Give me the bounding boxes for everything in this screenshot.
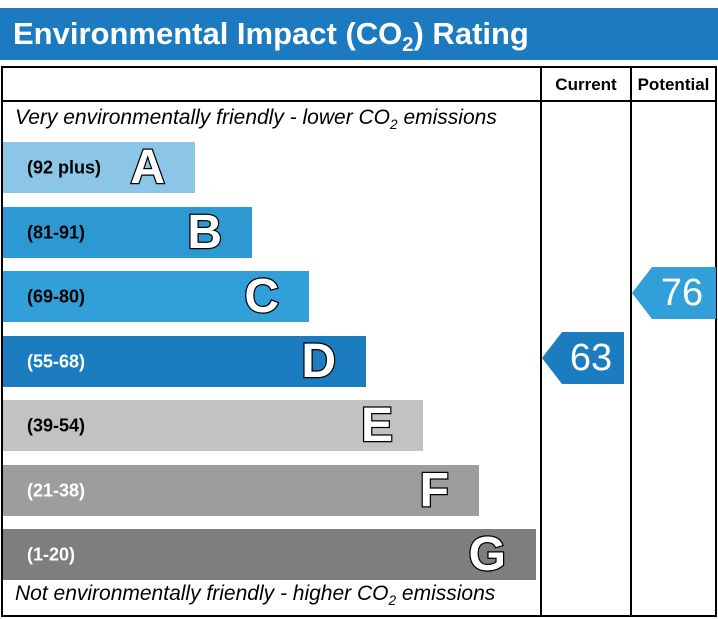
column-divider-current (540, 68, 542, 615)
rating-table: Current Potential Very environmentally f… (1, 66, 717, 617)
band-c-range-label: (69-80) (27, 286, 86, 306)
potential-rating-value: 76 (660, 271, 704, 314)
band-e-range-label: (39-54) (27, 415, 86, 435)
caption-bottom-prefix: Not environmentally friendly - higher CO (15, 582, 389, 605)
band-row-a: (92 plus) A (3, 142, 195, 193)
band-c-letter: C (243, 269, 280, 323)
current-rating-value: 63 (569, 336, 613, 379)
caption-bottom-subscript: 2 (388, 593, 397, 609)
band-a-letter: A (129, 140, 166, 194)
table-header-row: Current Potential (3, 68, 715, 102)
caption-top: Very environmentally friendly - lower CO… (15, 106, 497, 132)
caption-bottom-suffix: emissions (396, 582, 496, 605)
page-title-suffix: ) Rating (413, 16, 529, 51)
band-row-b: (81-91) B (3, 207, 252, 258)
page-title: Environmental Impact (CO2) Rating (0, 8, 718, 71)
band-a-range-label: (92 plus) (27, 157, 102, 177)
current-rating-arrow: 63 (542, 332, 624, 384)
band-f-range-label: (21-38) (27, 480, 86, 500)
potential-rating-arrow: 76 (632, 267, 716, 319)
band-d-range-label: (55-68) (27, 351, 86, 371)
band-f-letter: F (418, 463, 450, 517)
band-row-g: (1-20) G (3, 529, 536, 580)
chart-title-bar: Environmental Impact (CO2) Rating (0, 8, 718, 60)
band-row-c: (69-80) C (3, 271, 309, 322)
band-row-d: (55-68) D (3, 336, 366, 387)
band-g-range-label: (1-20) (27, 544, 76, 564)
page-title-subscript: 2 (402, 34, 414, 57)
column-header-potential: Potential (637, 75, 710, 94)
band-b-range-label: (81-91) (27, 222, 86, 242)
band-row-e: (39-54) E (3, 400, 423, 451)
band-row-f: (21-38) F (3, 465, 479, 516)
band-g-letter: G (467, 527, 507, 581)
band-b-letter: B (186, 205, 223, 259)
caption-top-subscript: 2 (390, 117, 398, 133)
caption-top-suffix: emissions (397, 106, 497, 129)
column-divider-potential (630, 68, 632, 615)
band-e-letter: E (360, 398, 395, 452)
page-title-prefix: Environmental Impact (CO (13, 16, 403, 51)
band-d-letter: D (300, 334, 337, 388)
caption-bottom: Not environmentally friendly - higher CO… (15, 582, 495, 608)
column-header-current: Current (555, 75, 617, 94)
caption-top-prefix: Very environmentally friendly - lower CO (15, 106, 391, 129)
